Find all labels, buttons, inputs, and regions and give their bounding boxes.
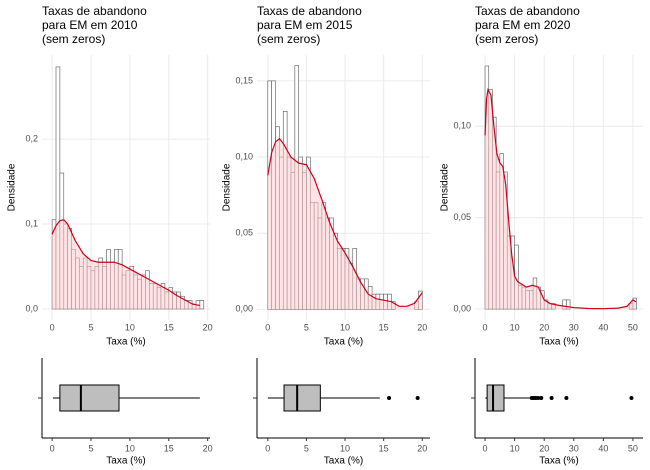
y-axis-label: Densidade [222,163,233,211]
chart-title: para EM em 2020 [475,18,571,32]
chart-title: para EM em 2015 [257,18,353,32]
x-tick-label: 10 [340,322,350,332]
x-tick-label: 5 [88,443,93,453]
x-tick-label: 40 [598,443,608,453]
box [486,384,505,412]
x-axis-label: Taxa (%) [324,456,363,467]
y-axis-label: Densidade [7,163,18,211]
x-tick-label: 5 [304,443,309,453]
x-tick-label: 50 [628,443,638,453]
outlier [415,396,420,400]
y-tick-label: 0,0 [25,303,38,313]
density-line [51,219,201,307]
y-tick-label: 0,1 [25,218,38,228]
chart-title: Taxas de abandono [475,4,580,18]
chart-title: Taxas de abandono [257,4,362,18]
x-tick-label: 5 [304,322,309,332]
outlier [564,396,569,400]
density-area [52,219,200,309]
chart-title: (sem zeros) [42,32,105,46]
y-tick-label: 0,05 [235,228,253,238]
x-tick-label: 20 [539,322,549,332]
x-axis-label: Taxa (%) [106,337,145,348]
outlier [549,396,554,400]
x-tick-label: 0 [483,443,488,453]
chart-title: Taxas de abandono [42,4,147,18]
x-tick-label: 40 [598,322,608,332]
y-tick-label: 0,05 [453,212,471,222]
x-tick-label: 0 [265,443,270,453]
box [283,384,321,412]
density-area [267,138,423,310]
x-tick-label: 20 [417,443,427,453]
chart-title: (sem zeros) [257,32,320,46]
x-tick-label: 0 [265,322,270,332]
x-tick-label: 0 [50,443,55,453]
x-tick-label: 10 [125,443,135,453]
x-tick-label: 30 [569,443,579,453]
x-tick-label: 0 [50,322,55,332]
y-tick-label: 0,00 [453,303,471,313]
x-tick-label: 20 [539,443,549,453]
x-axis-label: Taxa (%) [539,456,578,467]
outlier [387,396,392,400]
box [59,384,120,412]
x-tick-label: 20 [203,322,213,332]
outlier [539,396,544,400]
y-tick-label: 0,10 [235,151,253,161]
x-tick-label: 50 [628,322,638,332]
x-tick-label: 15 [379,443,389,453]
x-tick-label: 15 [164,322,174,332]
x-axis-label: Taxa (%) [106,456,145,467]
y-tick-label: 0,15 [235,75,253,85]
x-tick-label: 0 [483,322,488,332]
chart-title: para EM em 2010 [42,18,138,32]
y-tick-label: 0,10 [453,121,471,131]
x-axis-label: Taxa (%) [324,337,363,348]
y-tick-label: 0,2 [25,133,38,143]
outlier [536,396,541,400]
x-tick-label: 20 [417,322,427,332]
x-tick-label: 10 [510,322,520,332]
density-line [267,137,423,307]
y-axis-label: Densidade [440,163,451,211]
x-tick-label: 10 [125,322,135,332]
y-tick-label: 0,00 [235,304,253,314]
outlier [629,396,634,400]
x-tick-label: 10 [510,443,520,453]
histogram-bar [199,300,205,310]
x-tick-label: 15 [164,443,174,453]
x-tick-label: 15 [379,322,389,332]
x-tick-label: 5 [88,322,93,332]
x-tick-label: 20 [203,443,213,453]
density-area [485,89,636,310]
chart-title: (sem zeros) [475,32,538,46]
x-tick-label: 10 [340,443,350,453]
x-tick-label: 30 [569,322,579,332]
density-line [484,87,637,310]
x-axis-label: Taxa (%) [539,337,578,348]
